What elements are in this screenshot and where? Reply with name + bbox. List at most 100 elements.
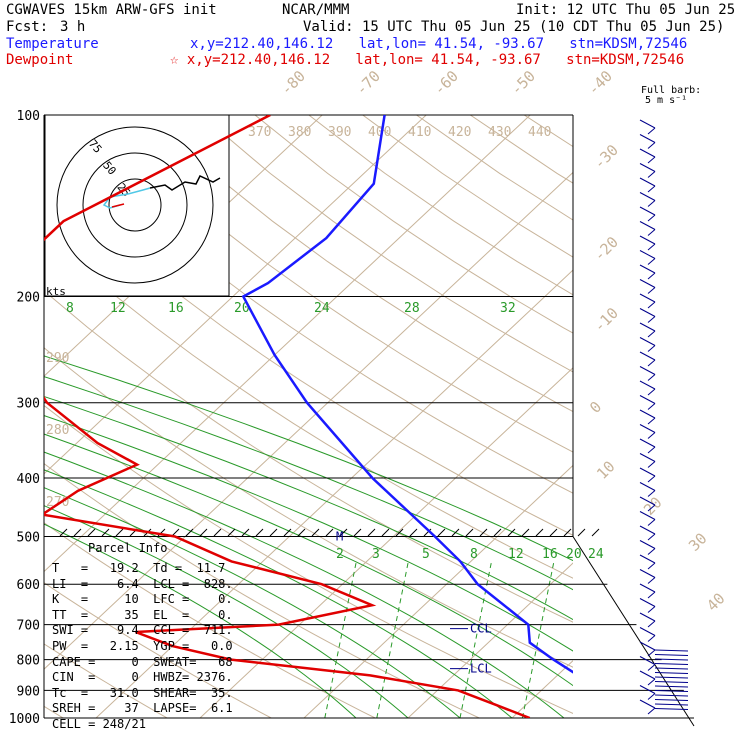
moist-adiabat-line bbox=[44, 523, 357, 718]
parcel-row: CELL = 248/21 bbox=[52, 717, 146, 731]
mixing-ratio-label: 28 bbox=[404, 301, 420, 316]
parcel-row: T = 19.2 Td = 11.7 bbox=[52, 561, 226, 575]
level-hatch bbox=[101, 528, 110, 537]
wind-barb-flag bbox=[647, 403, 656, 410]
wind-barb-flag bbox=[647, 475, 656, 483]
hodograph-trace-red bbox=[111, 203, 125, 208]
wind-barb bbox=[639, 221, 656, 230]
mixing-ratio-label: 32 bbox=[500, 301, 516, 316]
moist-adiabat-line bbox=[44, 376, 573, 591]
wind-barb-flag bbox=[647, 200, 656, 207]
wind-barb bbox=[639, 598, 656, 607]
wind-barb bbox=[639, 656, 656, 665]
dry-adiabat-line bbox=[632, 115, 740, 731]
theta-label: 410 bbox=[408, 125, 431, 140]
model-title: CGWAVES 15km ARW-GFS init bbox=[6, 2, 217, 18]
pressure-tick-label: 800 bbox=[17, 654, 40, 669]
dewpoint-profile-line bbox=[44, 115, 531, 718]
moist-adiabat-line bbox=[44, 469, 513, 718]
dry-adiabat-line bbox=[200, 115, 573, 373]
ccl-label: CCL bbox=[470, 622, 492, 636]
moist-adiabat-line bbox=[44, 487, 461, 718]
wind-barb bbox=[639, 250, 656, 259]
parcel-row: SREH = 37 LAPSE= 6.1 bbox=[52, 701, 233, 716]
isotherm-line bbox=[0, 115, 10, 731]
wind-barb bbox=[639, 438, 656, 448]
isotherm-line bbox=[303, 464, 573, 718]
hodo-units: kts bbox=[46, 285, 66, 298]
level-hatch bbox=[227, 528, 236, 537]
level-hatch bbox=[549, 528, 558, 537]
level-hatch bbox=[255, 528, 264, 537]
mixing-ratio-label: 16 bbox=[168, 301, 184, 316]
wind-barb-flag bbox=[647, 345, 656, 352]
dry-adiabat-line bbox=[416, 115, 573, 221]
hodograph-ring-label: 75 bbox=[86, 137, 104, 156]
pressure-tick-label: 1000 bbox=[9, 712, 40, 727]
wind-barb bbox=[639, 554, 656, 564]
wind-barb-low bbox=[654, 699, 689, 701]
pressure-tick-label: 400 bbox=[17, 472, 40, 487]
wind-barb bbox=[639, 206, 656, 216]
mixing-ratio-label: 5 bbox=[422, 547, 430, 562]
isotherm-label: -50 bbox=[507, 67, 539, 99]
wind-barb bbox=[639, 467, 656, 477]
isotherm-label: 10 bbox=[593, 457, 619, 483]
wind-barb-flag bbox=[647, 185, 656, 193]
dry-adiabat-line bbox=[578, 115, 740, 731]
mixing-ratio-label: 3 bbox=[372, 547, 380, 562]
dry-adiabat-line bbox=[44, 463, 481, 718]
mixing-ratio-line bbox=[521, 561, 555, 718]
pressure-tick-label: 700 bbox=[17, 619, 40, 634]
valid-time: Valid: 15 UTC Thu 05 Jun 25 (10 CDT Thu … bbox=[303, 19, 725, 35]
dry-adiabat-line bbox=[44, 232, 573, 579]
isotherm-label: -80 bbox=[277, 67, 309, 99]
isotherm-line bbox=[44, 171, 573, 670]
wind-barb-flag bbox=[647, 142, 656, 149]
wind-barb bbox=[639, 525, 656, 535]
wind-barb-flag bbox=[647, 432, 656, 439]
wind-barb-flag bbox=[647, 562, 656, 570]
theta-label: 380 bbox=[288, 125, 311, 140]
dry-adiabat-line bbox=[44, 522, 377, 718]
wind-barb bbox=[639, 322, 656, 332]
pressure-tick-label: 500 bbox=[17, 530, 40, 545]
level-hatch bbox=[311, 528, 320, 537]
wind-barb bbox=[639, 366, 656, 375]
init-time: Init: 12 UTC Thu 05 Jun 25 bbox=[516, 2, 736, 18]
wind-barb-low bbox=[654, 685, 689, 688]
hodograph-ring bbox=[82, 152, 188, 258]
isotherm-label: -10 bbox=[590, 304, 622, 336]
isotherm-label: 40 bbox=[703, 589, 729, 615]
dry-adiabat-line bbox=[523, 115, 573, 148]
wind-barb-flag bbox=[647, 490, 656, 497]
level-hatch bbox=[465, 528, 474, 537]
lcl-label: LCL bbox=[470, 662, 492, 676]
wind-barb-low bbox=[654, 667, 689, 670]
wind-barb-flag bbox=[647, 171, 656, 178]
pressure-tick-label: 100 bbox=[17, 109, 40, 124]
wind-barb bbox=[639, 192, 656, 201]
wind-barb-low bbox=[654, 690, 689, 692]
moist-adiabat-line bbox=[44, 415, 573, 652]
wind-barb bbox=[639, 540, 656, 549]
dry-adiabat-line bbox=[44, 643, 169, 718]
wind-barb-flag bbox=[647, 591, 656, 599]
mixing-ratio-line bbox=[376, 561, 409, 718]
level-hatch bbox=[395, 528, 404, 537]
wind-barb-flag bbox=[647, 707, 656, 715]
wind-barb-flag bbox=[647, 156, 656, 164]
mixing-ratio-label: 8 bbox=[66, 301, 74, 316]
wind-barb bbox=[639, 569, 656, 578]
mixing-ratio-label: 8 bbox=[470, 547, 478, 562]
level-hatch bbox=[87, 528, 96, 537]
parcel-info-title: Parcel Info bbox=[88, 541, 168, 555]
isotherm-label: -40 bbox=[584, 67, 616, 99]
wind-barb-flag bbox=[647, 664, 656, 671]
wind-barb-flag bbox=[647, 606, 656, 613]
level-hatch bbox=[297, 528, 306, 537]
wind-barb-flag bbox=[647, 533, 656, 541]
isotherm-label: -70 bbox=[352, 67, 384, 99]
wind-barb bbox=[639, 453, 656, 462]
